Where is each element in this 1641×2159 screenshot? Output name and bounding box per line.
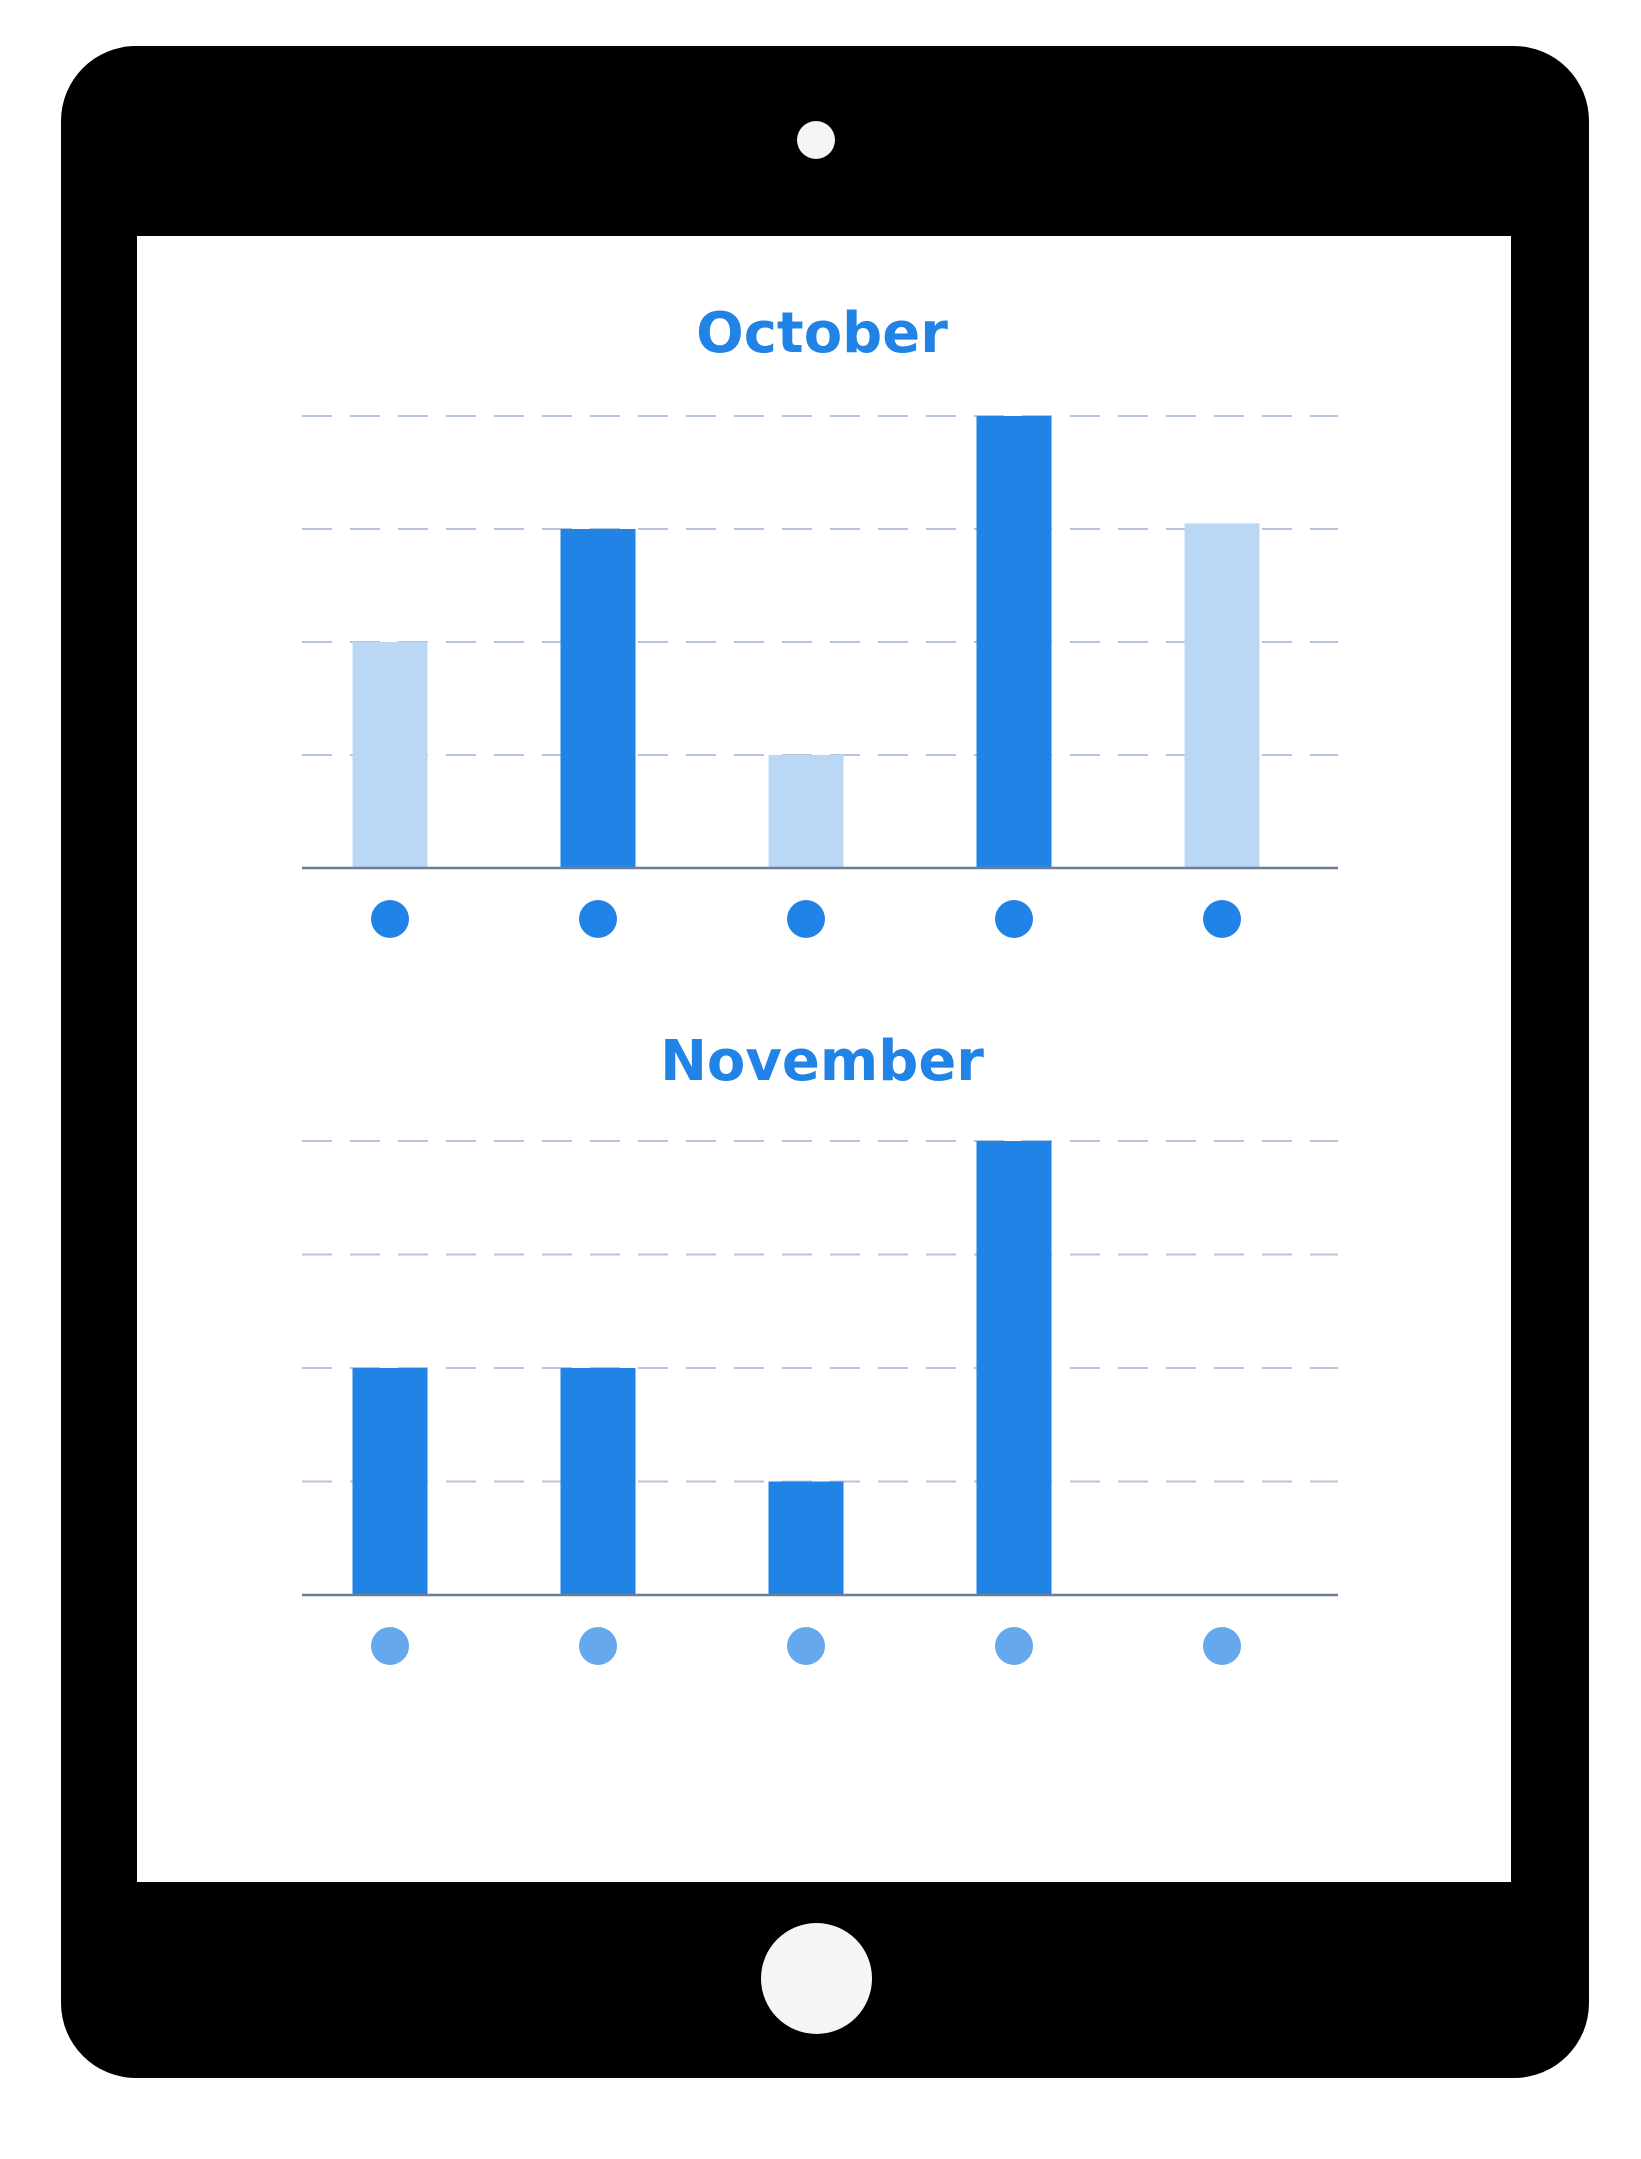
category-dot bbox=[371, 1627, 409, 1665]
bar bbox=[352, 642, 428, 868]
category-dot bbox=[579, 900, 617, 938]
bar bbox=[352, 1368, 428, 1595]
bar bbox=[976, 416, 1052, 868]
tablet-screen: October November bbox=[137, 236, 1511, 1882]
category-dot bbox=[995, 1627, 1033, 1665]
category-dot bbox=[579, 1627, 617, 1665]
november-chart: November bbox=[302, 1029, 1338, 1665]
category-dot bbox=[371, 900, 409, 938]
bar bbox=[768, 755, 844, 868]
bar bbox=[560, 1368, 636, 1595]
category-dot bbox=[787, 900, 825, 938]
bar bbox=[768, 1481, 844, 1595]
category-dot bbox=[1203, 900, 1241, 938]
october-chart: October bbox=[302, 301, 1338, 938]
home-button-icon[interactable] bbox=[761, 1923, 872, 2034]
chart-title: October bbox=[696, 301, 948, 366]
category-dot bbox=[787, 1627, 825, 1665]
bar bbox=[976, 1141, 1052, 1595]
bar bbox=[560, 529, 636, 868]
category-dot bbox=[1203, 1627, 1241, 1665]
chart-title: November bbox=[660, 1029, 984, 1094]
category-dot bbox=[995, 900, 1033, 938]
camera-icon bbox=[797, 121, 835, 159]
charts-canvas: October November bbox=[302, 301, 1338, 1665]
bar bbox=[1184, 523, 1260, 868]
